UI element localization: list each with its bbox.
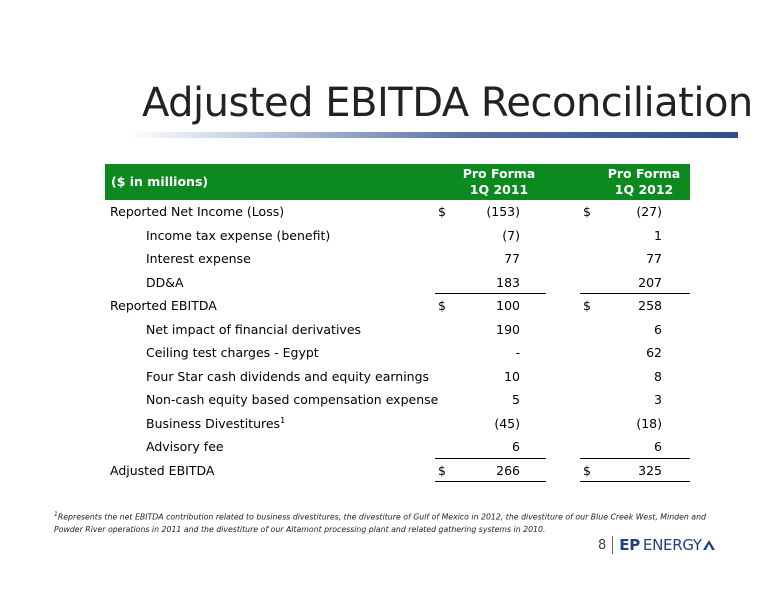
subtotal-underline: [580, 293, 690, 294]
currency-symbol: $: [583, 462, 591, 478]
row-label-with-footnote: Business Divestitures1: [146, 416, 285, 431]
currency-symbol: $: [583, 204, 591, 219]
row-label: Business Divestitures: [146, 415, 281, 431]
value-1q2012: 6: [654, 321, 662, 337]
header-col1-line2: 1Q 2011: [469, 182, 529, 197]
logo-ep-text: EP: [619, 536, 640, 554]
value-1q2011: 6: [512, 439, 520, 454]
table-row: Reported EBITDA $ 100 $ 258: [105, 294, 690, 318]
footnote: 1Represents the net EBITDA contribution …: [54, 509, 734, 536]
table-row: Interest expense 77 77: [105, 247, 690, 271]
value-1q2011: 77: [504, 251, 520, 266]
value-1q2012: 1: [654, 227, 662, 243]
subtotal-underline: [435, 457, 546, 459]
value-1q2011: 190: [496, 321, 520, 337]
value-1q2011: (153): [486, 204, 520, 219]
slide-title: Adjusted EBITDA Reconciliation: [142, 80, 753, 126]
value-1q2012: 3: [654, 392, 662, 407]
row-label: Four Star cash dividends and equity earn…: [146, 368, 430, 384]
value-1q2012: 6: [654, 439, 662, 454]
table-row: Net impact of financial derivatives 190 …: [105, 318, 690, 342]
row-label: Interest expense: [146, 251, 251, 266]
value-1q2012: 8: [654, 368, 662, 384]
header-col-1q2012: Pro Forma 1Q 2012: [589, 166, 699, 198]
row-label: Ceiling test charges - Egypt: [146, 345, 319, 360]
header-col2-line1: Pro Forma: [607, 166, 681, 181]
value-1q2011: 100: [496, 298, 520, 313]
value-1q2011: (7): [502, 227, 520, 243]
header-col2-line2: 1Q 2012: [614, 182, 674, 197]
total-underline: [435, 481, 546, 482]
row-label: Non-cash equity based compensation expen…: [146, 392, 439, 407]
currency-symbol: $: [438, 204, 446, 219]
value-1q2012: 207: [638, 274, 662, 290]
table-header: ($ in millions) Pro Forma 1Q 2011 Pro Fo…: [105, 164, 690, 200]
table-row: Reported Net Income (Loss) $ (153) $ (27…: [105, 200, 690, 224]
value-1q2012: (27): [636, 204, 662, 219]
logo-energy-text: ENERGY: [642, 536, 702, 554]
table-row: Ceiling test charges - Egypt - 62: [105, 341, 690, 365]
title-underline-bar: [128, 132, 738, 138]
table-row: Adjusted EBITDA $ 266 $ 325: [105, 459, 690, 482]
row-label: Reported Net Income (Loss): [110, 204, 285, 219]
row-label: Reported EBITDA: [110, 298, 217, 313]
row-label: Advisory fee: [146, 439, 224, 454]
value-1q2012: 325: [638, 462, 662, 478]
currency-symbol: $: [583, 298, 591, 313]
value-1q2011: 266: [496, 462, 520, 478]
ep-energy-logo: EP ENERGY: [619, 536, 715, 554]
value-1q2012: 258: [638, 298, 662, 313]
triangle-icon: [702, 540, 715, 550]
slide-footer: 8 EP ENERGY: [598, 535, 715, 555]
footnote-text: Represents the net EBITDA contribution r…: [54, 512, 706, 534]
header-units-label: ($ in millions): [111, 174, 209, 189]
table-row: Four Star cash dividends and equity earn…: [105, 365, 690, 389]
value-1q2011: 5: [512, 392, 520, 407]
ebitda-table: ($ in millions) Pro Forma 1Q 2011 Pro Fo…: [105, 164, 690, 482]
footnote-marker: 1: [54, 511, 58, 518]
header-col-1q2011: Pro Forma 1Q 2011: [444, 166, 554, 198]
table-row: Non-cash equity based compensation expen…: [105, 388, 690, 412]
table-row: DD&A 183 207: [105, 271, 690, 294]
value-1q2011: 183: [496, 274, 520, 290]
table-row: Business Divestitures1 (45) (18): [105, 412, 690, 436]
currency-symbol: $: [438, 298, 446, 313]
value-1q2011: (45): [494, 415, 520, 431]
footnote-marker: 1: [280, 415, 286, 425]
row-label: Income tax expense (benefit): [146, 227, 331, 243]
footer-divider: [612, 536, 614, 554]
currency-symbol: $: [438, 462, 446, 478]
subtotal-underline: [435, 293, 546, 294]
row-label: DD&A: [146, 274, 184, 290]
value-1q2012: 62: [646, 345, 662, 360]
page-number: 8: [598, 537, 607, 553]
header-col1-line1: Pro Forma: [462, 166, 536, 181]
table-row: Advisory fee 6 6: [105, 435, 690, 459]
subtotal-underline: [580, 457, 690, 459]
row-label: Adjusted EBITDA: [110, 462, 215, 478]
value-1q2011: 10: [504, 368, 520, 384]
value-1q2012: (18): [636, 415, 662, 431]
table-row: Income tax expense (benefit) (7) 1: [105, 224, 690, 248]
value-1q2012: 77: [646, 251, 662, 266]
total-underline: [580, 481, 690, 482]
row-label: Net impact of financial derivatives: [146, 321, 362, 337]
value-1q2011: -: [515, 345, 520, 360]
